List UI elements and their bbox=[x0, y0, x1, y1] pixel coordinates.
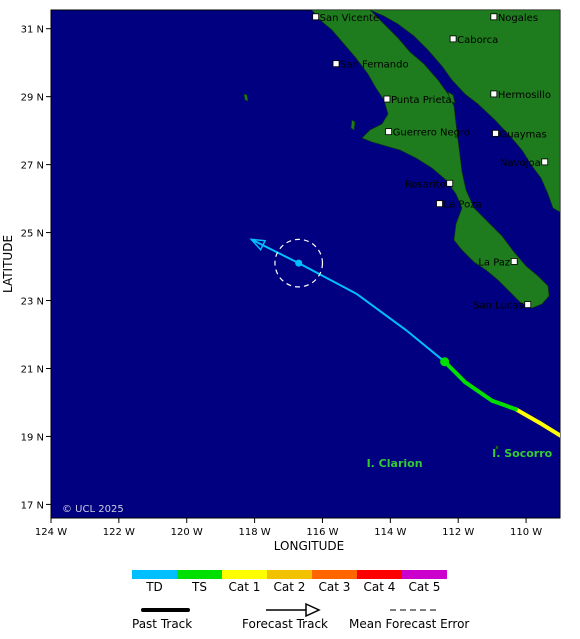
copyright-text: © UCL 2025 bbox=[62, 504, 124, 515]
isla-cedros bbox=[350, 119, 356, 131]
city-label: La Poza bbox=[444, 200, 482, 211]
city-marker bbox=[541, 158, 549, 166]
past-track-segment bbox=[442, 359, 467, 385]
city-label: La Paz bbox=[478, 257, 510, 268]
legend-swatch bbox=[402, 570, 447, 579]
forecast-arrowhead bbox=[249, 238, 267, 251]
forecast-track-segment bbox=[250, 238, 300, 265]
lat-tick-label: 27 N bbox=[21, 161, 44, 172]
city-marker bbox=[383, 95, 391, 103]
lon-tick-label: 120 W bbox=[171, 527, 203, 538]
mainland-mexico bbox=[369, 10, 560, 213]
legend-swatch bbox=[357, 570, 402, 579]
forecast-track-segment bbox=[298, 262, 357, 295]
city-marker bbox=[524, 301, 532, 309]
x-axis-title: LONGITUDE bbox=[274, 539, 344, 553]
city-marker bbox=[510, 258, 518, 265]
lat-tick-label: 25 N bbox=[21, 229, 44, 240]
city-marker bbox=[446, 179, 454, 187]
isla-tiburon bbox=[447, 91, 456, 104]
legend-swatch bbox=[267, 570, 312, 579]
city-label: Guaymas bbox=[500, 129, 547, 140]
past-track-segment bbox=[462, 380, 495, 403]
legend-category-label: TD bbox=[145, 580, 163, 594]
legend-category-label: Cat 2 bbox=[274, 580, 306, 594]
lat-tick-label: 29 N bbox=[21, 93, 44, 104]
lon-tick-label: 112 W bbox=[442, 527, 474, 538]
lon-tick-label: 118 W bbox=[239, 527, 271, 538]
city-label: San Lucas bbox=[473, 301, 524, 312]
legend-category-label: Cat 4 bbox=[364, 580, 396, 594]
error-label: Mean Forecast Error bbox=[349, 617, 469, 631]
lon-tick-label: 122 W bbox=[103, 527, 135, 538]
storm-track bbox=[249, 238, 560, 438]
lon-tick-label: 110 W bbox=[510, 527, 542, 538]
city-label: Navojoa bbox=[500, 158, 541, 169]
city-marker bbox=[490, 90, 498, 98]
lat-tick-label: 17 N bbox=[21, 500, 44, 511]
legend-category-label: TS bbox=[191, 580, 207, 594]
city-marker bbox=[385, 128, 393, 136]
isla-guadalupe bbox=[243, 93, 249, 102]
track-type-legend: Past Track Forecast Track Mean Forecast … bbox=[132, 602, 469, 631]
y-axis-title: LATITUDE bbox=[1, 235, 15, 293]
legend-swatch bbox=[177, 570, 222, 579]
city-marker bbox=[449, 35, 457, 43]
city-label: Nogales bbox=[498, 13, 538, 24]
forecast-track-segment bbox=[406, 330, 446, 363]
legend-swatch bbox=[132, 570, 177, 579]
lat-tick-label: 19 N bbox=[21, 432, 44, 443]
forecast-arrow-icon bbox=[305, 602, 321, 618]
legend-category-label: Cat 1 bbox=[229, 580, 261, 594]
city-marker bbox=[312, 13, 320, 21]
lat-tick-label: 23 N bbox=[21, 297, 44, 308]
city-label: Caborca bbox=[457, 35, 498, 46]
baja-california bbox=[311, 10, 550, 309]
city-label: Guerrero Negro bbox=[393, 128, 470, 139]
city-label: Rosarito bbox=[405, 179, 446, 190]
city-marker bbox=[332, 60, 340, 68]
legend-category-label: Cat 3 bbox=[319, 580, 351, 594]
forecast-track-segment bbox=[355, 292, 408, 332]
city-label: San Fernando bbox=[340, 60, 409, 71]
lon-tick-label: 116 W bbox=[306, 527, 338, 538]
category-legend: TD TS Cat 1 Cat 2 Cat 3 Cat 4 Cat 5 bbox=[132, 570, 447, 594]
city-marker bbox=[492, 129, 499, 137]
forecast-position-dot bbox=[295, 259, 303, 267]
lon-tick-label: 124 W bbox=[35, 527, 67, 538]
city-label: Punta Prieta bbox=[391, 95, 452, 106]
legend-swatch bbox=[312, 570, 357, 579]
past-track-label: Past Track bbox=[132, 617, 192, 631]
island-labels: I. Clarion I. Socorro bbox=[367, 447, 553, 470]
city-marker bbox=[436, 200, 443, 208]
lat-tick-label: 21 N bbox=[21, 364, 44, 375]
city-marker bbox=[490, 13, 498, 21]
island-label: I. Clarion bbox=[367, 457, 423, 470]
city-label: San Vicente bbox=[320, 13, 379, 24]
legend-swatch bbox=[222, 570, 267, 579]
past-track-segment bbox=[490, 398, 518, 412]
forecast-error-circle bbox=[274, 238, 324, 288]
lon-tick-label: 114 W bbox=[374, 527, 406, 538]
legend-category-label: Cat 5 bbox=[409, 580, 441, 594]
isla-socorro bbox=[495, 445, 499, 450]
past-track-segment bbox=[513, 407, 542, 425]
forecast-track-label: Forecast Track bbox=[242, 617, 328, 631]
city-label: Hermosillo bbox=[498, 90, 551, 101]
past-track-segment bbox=[537, 420, 560, 438]
lat-tick-label: 31 N bbox=[21, 25, 44, 36]
axes: 124 W 122 W 120 W 118 W 116 W 114 W 112 W 110 W… bbox=[21, 25, 543, 538]
island-label: I. Socorro bbox=[492, 447, 553, 460]
current-position-dot bbox=[440, 357, 450, 367]
